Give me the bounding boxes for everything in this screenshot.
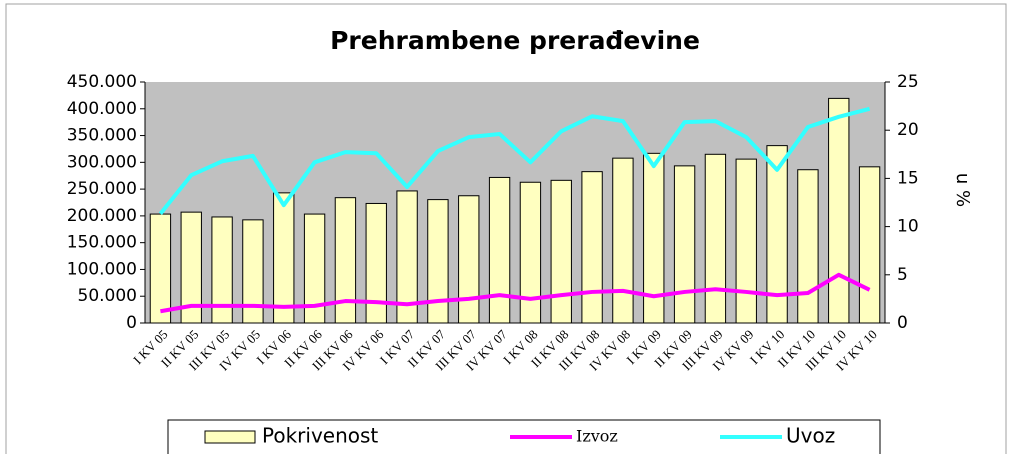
y2-tick-label: 15 [897, 168, 919, 188]
y-tick-label: 450.000 [67, 72, 137, 92]
chart-title: Prehrambene prerađevine [330, 26, 700, 55]
bar [766, 145, 788, 324]
bar [427, 199, 449, 324]
y2-tick-label: 0 [897, 313, 908, 333]
bar [519, 181, 542, 324]
bar [458, 195, 480, 324]
bar [303, 213, 326, 324]
bar [828, 97, 850, 324]
bar [612, 157, 634, 324]
y-tick-label: 150.000 [67, 233, 137, 253]
y-tick-label: 0 [126, 313, 137, 333]
bar [550, 179, 572, 324]
y-tick-label: 250.000 [67, 179, 137, 199]
bar [488, 176, 511, 324]
y-tick-label: 350.000 [67, 126, 137, 146]
bar [581, 171, 603, 324]
bar [797, 169, 819, 324]
bar [704, 153, 727, 324]
line [158, 106, 871, 215]
bar [149, 213, 172, 324]
y-tick-label: 300.000 [67, 152, 137, 172]
bar [180, 211, 202, 324]
bar [211, 216, 233, 324]
bar [735, 158, 757, 324]
y2-tick-label: 10 [897, 217, 919, 237]
y2-tick-label: 25 [897, 72, 919, 92]
bar [242, 219, 264, 324]
line [160, 272, 871, 314]
bar [673, 165, 696, 324]
bar [396, 190, 418, 324]
bar [334, 197, 357, 324]
bar [858, 166, 881, 324]
legend-label: Izvoz [576, 427, 618, 446]
y2-tick-label: 20 [897, 120, 919, 140]
y2-tick-label: 5 [897, 265, 908, 285]
y2-axis-label: u % [952, 173, 973, 207]
legend-swatch [204, 430, 256, 444]
legend-label: Uvoz [786, 424, 835, 448]
y-tick-label: 200.000 [67, 206, 137, 226]
y-tick-label: 100.000 [67, 259, 137, 279]
y-tick-label: 400.000 [67, 99, 137, 119]
legend-label: Pokrivenost [262, 424, 378, 448]
y-tick-label: 50.000 [78, 286, 137, 306]
bar [273, 192, 295, 324]
bar [643, 152, 665, 324]
bar [365, 202, 387, 324]
plot-area [145, 82, 885, 323]
